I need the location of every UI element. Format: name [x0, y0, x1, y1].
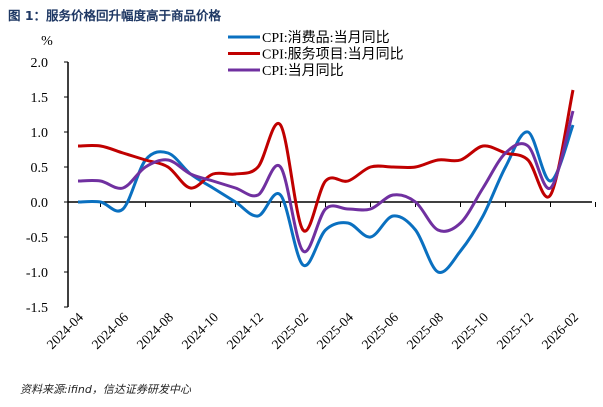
y-tick-label: -1.0	[26, 266, 48, 281]
x-tick-label: 2024-06	[89, 309, 132, 352]
series-line-0	[77, 124, 575, 274]
x-tick-label: 2025-10	[449, 309, 492, 352]
x-tick-label: 2025-08	[404, 309, 447, 352]
x-tick-label: 2024-04	[44, 309, 87, 352]
legend-label-1: CPI:服务项目:当月同比	[262, 47, 404, 63]
series-line-1	[77, 89, 575, 233]
x-tick-label: 2026-02	[539, 310, 581, 352]
x-tick-label: 2025-04	[314, 309, 357, 352]
x-tick-label: 2025-06	[359, 309, 402, 352]
x-tick-label: 2024-08	[134, 309, 177, 352]
y-axis-unit: %	[41, 34, 53, 49]
legend-label-0: CPI:消费品:当月同比	[262, 30, 390, 46]
series-line-2	[77, 110, 575, 253]
y-tick-label: -1.5	[26, 301, 48, 316]
y-tick-label: 0.5	[31, 161, 49, 176]
y-tick-label: 0.0	[31, 196, 49, 211]
figure-title: 图 1：服务价格回升幅度高于商品价格	[8, 8, 222, 23]
x-tick-label: 2024-10	[179, 309, 222, 352]
y-tick-label: 1.0	[31, 126, 49, 141]
x-tick-label: 2024-12	[224, 310, 266, 352]
y-tick-label: 2.0	[31, 56, 49, 71]
source-note: 资料来源:ifind，信达证券研发中心	[20, 383, 191, 396]
legend-label-2: CPI:当月同比	[262, 63, 344, 79]
x-tick-label: 2025-02	[269, 310, 311, 352]
y-tick-label: -0.5	[26, 231, 48, 246]
y-tick-label: 1.5	[31, 91, 49, 106]
x-tick-label: 2025-12	[494, 310, 536, 352]
